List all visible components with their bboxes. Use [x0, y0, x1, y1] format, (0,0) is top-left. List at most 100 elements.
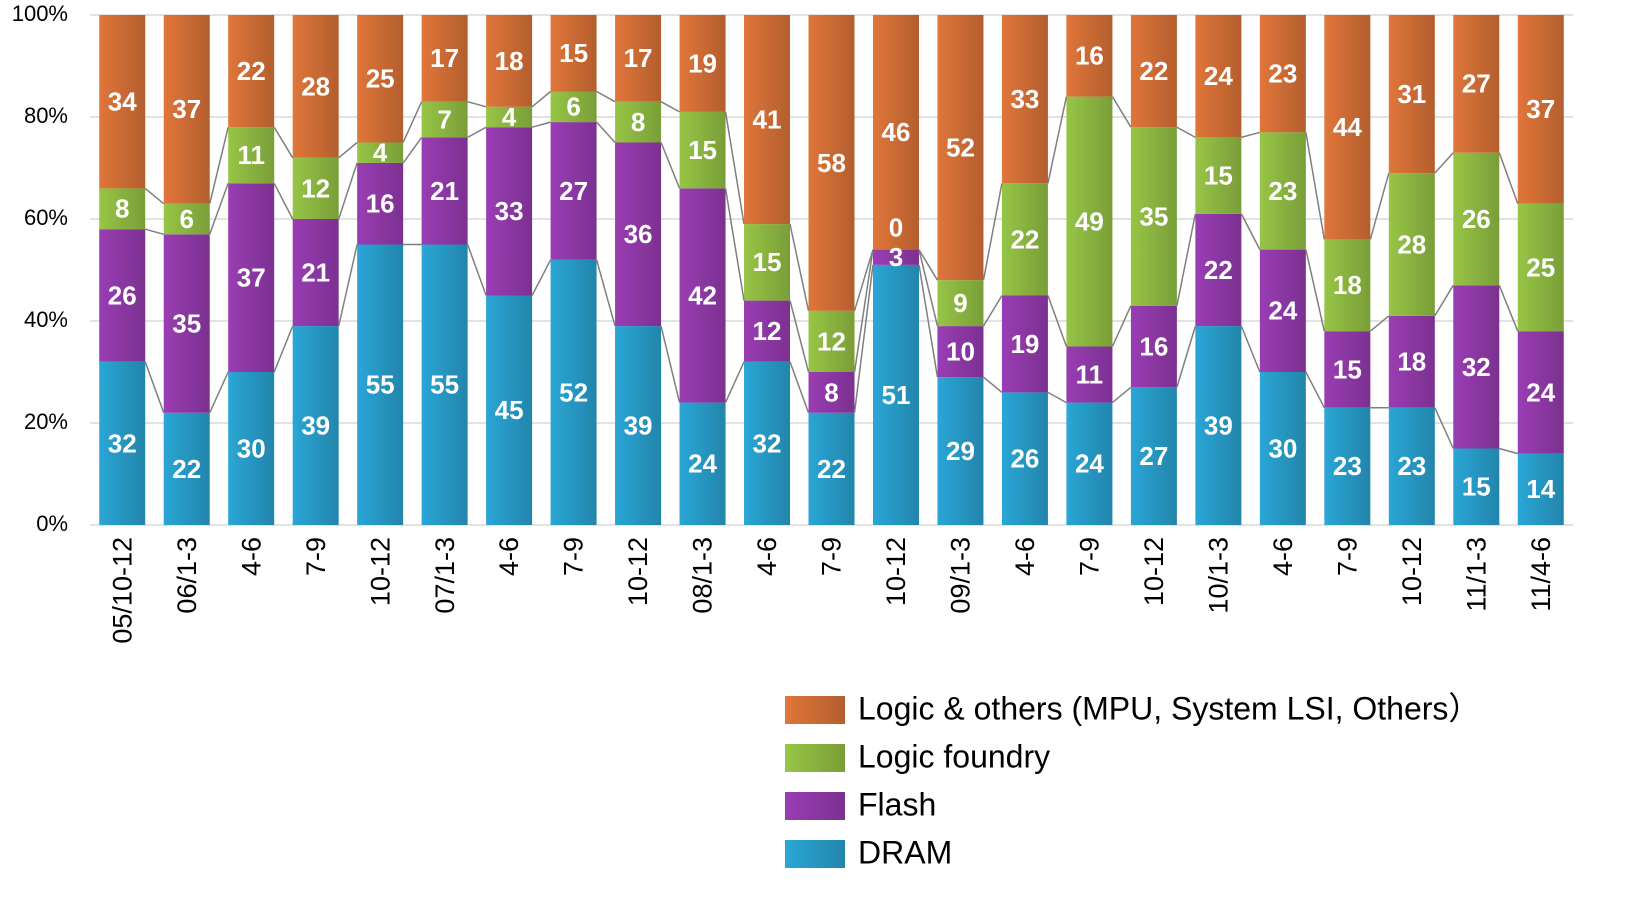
data-label: 52 [559, 377, 588, 407]
data-label: 22 [172, 454, 201, 484]
data-label: 35 [172, 308, 201, 338]
bar-segment [163, 15, 210, 204]
bar-segment [1130, 387, 1177, 525]
data-label: 24 [688, 449, 717, 479]
bar-segment [808, 310, 855, 372]
series-line [1369, 315, 1390, 332]
series-line [918, 264, 939, 378]
bar-segment [937, 377, 984, 525]
bar-segment [421, 244, 468, 525]
data-label: 23 [1333, 451, 1362, 481]
series-line [1434, 284, 1454, 317]
bar-segment [163, 412, 210, 525]
bar-segment [1453, 285, 1500, 449]
data-label: 46 [882, 117, 911, 147]
legend-swatch [785, 792, 845, 820]
series-line [724, 361, 745, 403]
bar-segment [550, 259, 597, 525]
x-tick-label: 09/1-3 [946, 537, 976, 614]
series-line [660, 142, 681, 189]
data-label: 24 [1268, 296, 1297, 326]
data-label: 15 [559, 38, 588, 68]
bar-segment [1324, 239, 1371, 332]
data-label: 58 [817, 148, 846, 178]
bar-segment [1130, 305, 1177, 388]
series-line [1305, 249, 1326, 332]
series-line [1498, 285, 1519, 332]
series-line [1499, 447, 1518, 455]
bar-segment [1259, 15, 1306, 133]
data-label: 12 [301, 173, 330, 203]
x-tick-label: 07/1-3 [430, 537, 460, 614]
data-label: 25 [1526, 252, 1555, 282]
data-label: 4 [502, 102, 517, 132]
data-label: 34 [108, 87, 137, 117]
series-line [1111, 386, 1132, 404]
series-line [531, 90, 552, 108]
data-label: 17 [624, 43, 653, 73]
data-label: 30 [237, 433, 266, 463]
series-line [144, 361, 165, 414]
data-label: 49 [1075, 206, 1104, 236]
bar-segment [1324, 331, 1371, 408]
bar-segment [744, 224, 791, 301]
bar-segment [1517, 15, 1564, 204]
x-tick-label: 7-9 [1332, 537, 1362, 576]
bar-segment [1453, 15, 1500, 153]
series-line [273, 126, 294, 159]
series-line [1047, 96, 1068, 184]
series-line [982, 295, 1003, 327]
data-label: 23 [1397, 451, 1426, 481]
x-tick-label: 05/10-12 [107, 537, 137, 644]
data-label: 44 [1333, 112, 1362, 142]
series-line [982, 183, 1003, 281]
data-label: 12 [753, 316, 782, 346]
data-label: 37 [1526, 94, 1555, 124]
bar-segment [1259, 372, 1306, 525]
bar-segment [615, 326, 662, 525]
bar-segment [1130, 127, 1177, 306]
bar-segment [937, 326, 984, 378]
bar-segment [99, 229, 146, 362]
series-line [918, 249, 939, 327]
series-line [1176, 213, 1197, 306]
series-line [982, 376, 1003, 393]
x-tick-label: 4-6 [1010, 537, 1040, 576]
data-label: 33 [495, 196, 524, 226]
series-line [273, 182, 294, 220]
data-label: 39 [624, 410, 653, 440]
data-label: 18 [1333, 270, 1362, 300]
x-tick-label: 4-6 [236, 537, 266, 576]
data-label: 12 [817, 326, 846, 356]
series-line [466, 244, 487, 296]
series-line [1240, 213, 1261, 250]
y-tick-label: 60% [24, 205, 68, 230]
bar-segment [937, 280, 984, 327]
x-tick-label: 10-12 [1397, 537, 1427, 606]
series-line [337, 244, 358, 327]
data-label: 22 [237, 56, 266, 86]
series-line [789, 300, 810, 373]
bar-segment [421, 101, 468, 138]
bar-segment [1453, 448, 1500, 525]
bar-segment [1195, 326, 1242, 525]
series-line [853, 249, 874, 312]
bar-segment [1388, 15, 1435, 174]
legend-label: Flash [858, 786, 936, 822]
data-label: 21 [430, 176, 459, 206]
data-label: 19 [688, 48, 717, 78]
data-label: 17 [430, 43, 459, 73]
series-line [144, 187, 165, 205]
bar-segment [421, 15, 468, 102]
series-line [1240, 325, 1261, 373]
series-line [1369, 172, 1390, 240]
x-tick-label: 10-12 [623, 537, 653, 606]
data-label: 15 [753, 247, 782, 277]
series-line [660, 325, 681, 403]
data-label: 18 [495, 46, 524, 76]
data-label: 11 [237, 140, 265, 170]
bar-segment [1195, 15, 1242, 138]
x-tick-label: 06/1-3 [172, 537, 202, 614]
bar-segment [1517, 331, 1564, 454]
bar-segment [744, 300, 791, 362]
